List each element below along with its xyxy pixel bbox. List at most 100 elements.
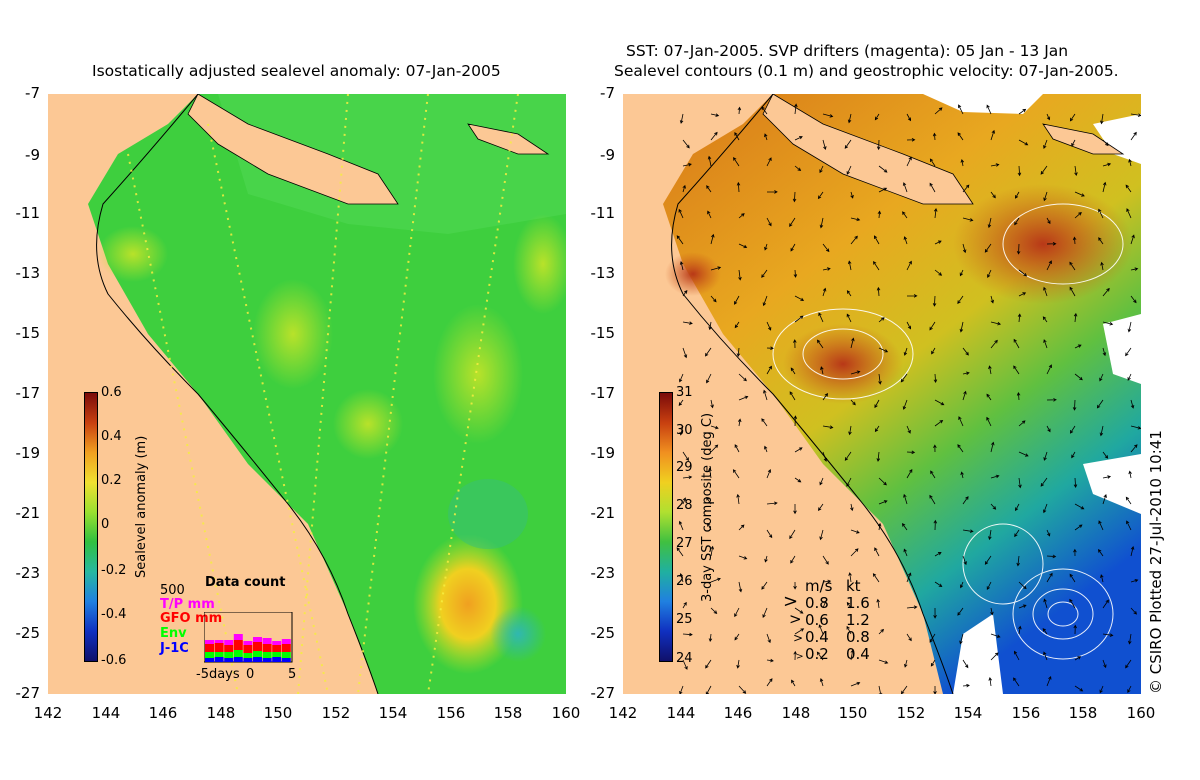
velocity-arrow bbox=[790, 555, 796, 564]
velocity-arrow bbox=[793, 650, 797, 661]
legend-env: Env bbox=[160, 626, 187, 641]
velocity-arrow bbox=[707, 522, 712, 531]
y-tick: -25 bbox=[15, 624, 41, 642]
velocity-arrow bbox=[682, 497, 687, 505]
velocity-arrow bbox=[794, 295, 805, 301]
velocity-arrow bbox=[1098, 520, 1104, 531]
velocity-arrow bbox=[990, 633, 1001, 638]
data-count-bar bbox=[262, 638, 272, 644]
velocity-arrow bbox=[934, 419, 944, 427]
velocity-arrow bbox=[962, 217, 974, 222]
velocity-arrow bbox=[678, 399, 684, 406]
velocity-arrow bbox=[1042, 628, 1048, 635]
velocity-arrow bbox=[1043, 286, 1048, 297]
velocity-arrow bbox=[710, 113, 720, 117]
velocity-arrow bbox=[732, 469, 740, 479]
velocity-arrow bbox=[710, 266, 722, 271]
x-tick: 156 bbox=[436, 704, 466, 722]
velocity-arrow bbox=[1102, 347, 1107, 357]
data-count-bar bbox=[233, 634, 243, 640]
velocity-arrow bbox=[933, 685, 937, 694]
velocity-arrow bbox=[906, 572, 912, 583]
velocity-arrow bbox=[929, 633, 936, 643]
velocity-arrow bbox=[1046, 398, 1057, 402]
velocity-arrow bbox=[906, 294, 918, 298]
x-tick: 142 bbox=[33, 704, 63, 722]
right-panel-title-line2: Sealevel contours (0.1 m) and geostrophi… bbox=[614, 62, 1119, 80]
data-count-bar bbox=[214, 657, 224, 662]
velocity-arrow bbox=[929, 182, 936, 193]
y-tick: -13 bbox=[590, 264, 616, 282]
velocity-arrow bbox=[1017, 313, 1022, 323]
velocity-arrow bbox=[708, 633, 713, 642]
data-count-bars bbox=[204, 612, 293, 663]
velocity-arrow bbox=[1042, 316, 1048, 323]
velocity-arrow bbox=[901, 523, 908, 531]
velocity-arrow bbox=[822, 243, 830, 253]
velocity-arrow bbox=[1046, 572, 1053, 583]
velocity-arrow bbox=[1018, 581, 1027, 590]
velocity-arrow bbox=[990, 129, 996, 141]
x-tick: 146 bbox=[723, 704, 753, 722]
velocity-arrow bbox=[707, 210, 712, 219]
velocity-arrow bbox=[733, 156, 740, 167]
velocity-arrow bbox=[850, 681, 861, 687]
velocity-arrow bbox=[738, 685, 747, 694]
velocity-arrow bbox=[930, 659, 936, 667]
data-count-title: Data count bbox=[205, 575, 286, 590]
x-tick: 142 bbox=[608, 704, 638, 722]
velocity-arrow bbox=[710, 545, 715, 557]
velocity-arrow bbox=[682, 475, 693, 480]
velocity-arrow bbox=[1099, 685, 1104, 694]
data-count-bar bbox=[253, 642, 262, 651]
velocity-arrow bbox=[705, 659, 712, 669]
velocity-arrow bbox=[990, 339, 998, 349]
velocity-arrow bbox=[738, 213, 745, 219]
velocity-arrow bbox=[1125, 659, 1132, 669]
velocity-arrow bbox=[1100, 261, 1104, 271]
velocity-arrow bbox=[1069, 598, 1076, 609]
velocity-arrow bbox=[682, 184, 686, 193]
velocity-arrow bbox=[1130, 607, 1138, 615]
data-count-bar bbox=[205, 652, 214, 658]
x-tick: 156 bbox=[1011, 704, 1041, 722]
velocity-arrow bbox=[847, 260, 852, 271]
x-tick: 152 bbox=[896, 704, 926, 722]
velocity-arrow bbox=[1014, 217, 1020, 226]
velocity-arrow bbox=[1102, 494, 1107, 505]
velocity-arrow bbox=[1046, 554, 1057, 559]
x-tick: 154 bbox=[378, 704, 408, 722]
velocity-arrow bbox=[1074, 503, 1085, 510]
velocity-arrow bbox=[878, 500, 888, 505]
velocity-arrow bbox=[790, 243, 796, 252]
velocity-arrow bbox=[766, 529, 773, 539]
velocity-arrow bbox=[990, 503, 997, 510]
velocity-arrow bbox=[679, 685, 684, 694]
x-tick: 144 bbox=[91, 704, 121, 722]
velocity-arrow bbox=[819, 165, 824, 174]
velocity-arrow bbox=[850, 548, 859, 557]
velocity-arrow bbox=[706, 373, 712, 384]
velocity-arrow bbox=[1096, 399, 1104, 409]
velocity-arrow bbox=[874, 547, 880, 557]
velocity-arrow bbox=[903, 347, 908, 356]
velocity-arrow bbox=[876, 598, 880, 609]
velocity-arrow bbox=[1130, 131, 1137, 141]
velocity-arrow bbox=[818, 624, 824, 635]
velocity-arrow bbox=[958, 416, 964, 427]
velocity-arrow bbox=[794, 165, 802, 172]
velocity-arrow bbox=[934, 240, 942, 245]
velocity-arrow bbox=[878, 373, 882, 385]
velocity-arrow bbox=[962, 496, 969, 505]
velocity-arrow bbox=[902, 399, 908, 410]
velocity-arrow bbox=[933, 607, 937, 619]
velocity-arrow bbox=[1046, 217, 1051, 225]
data-count-bar bbox=[253, 637, 262, 642]
velocity-arrow bbox=[1130, 444, 1138, 453]
velocity-arrow bbox=[990, 607, 994, 616]
x-tick: 152 bbox=[321, 704, 351, 722]
velocity-arrow bbox=[931, 347, 936, 355]
velocity-arrow bbox=[1073, 624, 1078, 635]
velocity-arrow bbox=[766, 157, 772, 167]
data-count-bar bbox=[281, 644, 291, 652]
